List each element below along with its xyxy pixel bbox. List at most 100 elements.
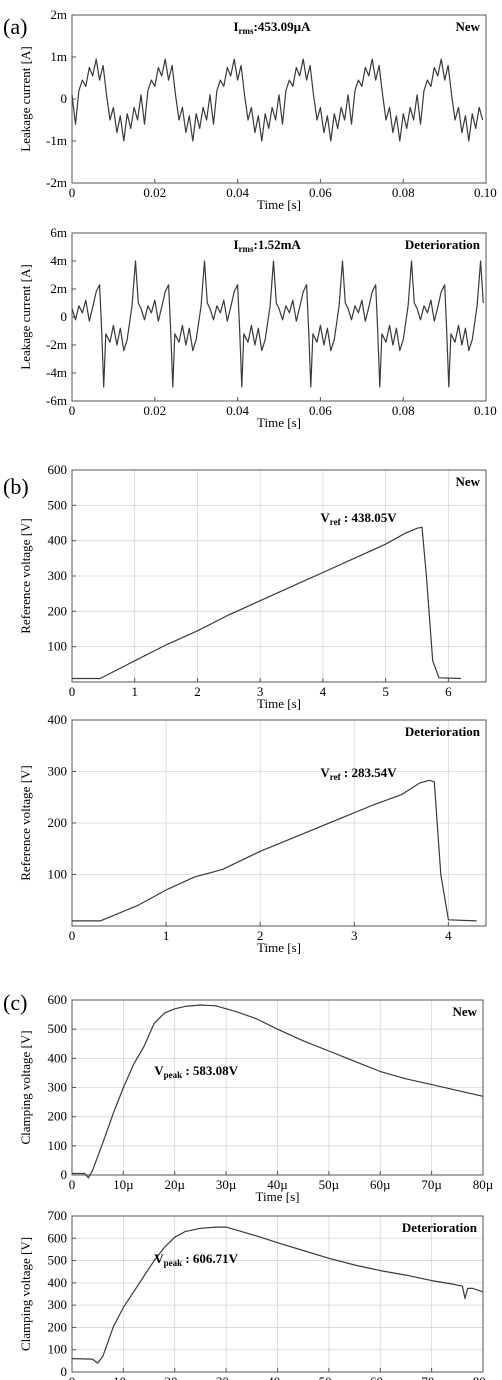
chart-c-det: 0 10µ 20µ 30µ 40µ 50µ 60µ 70µ 80µ 0 100 200 300 400 50… bbox=[18, 1208, 494, 1380]
x-tick-label: 0.08 bbox=[392, 185, 415, 200]
x-tick-label: 0 bbox=[69, 185, 76, 200]
y-axis-label: Leakage current [A] bbox=[18, 264, 33, 369]
y-tick-label: 300 bbox=[48, 1080, 68, 1095]
annotation-value: :1.52mA bbox=[254, 237, 302, 252]
y-tick-label: 100 bbox=[48, 1342, 68, 1357]
value-annotation: Vpeak : 583.08V bbox=[154, 1063, 238, 1080]
x-tick-label: 4 bbox=[445, 928, 452, 943]
x-tick-label: 80µ bbox=[473, 1374, 494, 1380]
x-tick-label: 10µ bbox=[113, 1374, 134, 1380]
x-tick-label: 0.10 bbox=[474, 403, 497, 418]
y-axis-label: Clamping voltage [V] bbox=[18, 1237, 33, 1351]
annotation-value: : 583.08V bbox=[182, 1063, 239, 1078]
y-axis-label: Reference voltage [V] bbox=[18, 765, 33, 881]
condition-tag: Deterioration bbox=[402, 1220, 478, 1235]
y-tick-label: 2m bbox=[50, 281, 67, 296]
series-line bbox=[72, 779, 477, 922]
x-tick-label: 50µ bbox=[319, 1374, 340, 1380]
annotation-symbol: I bbox=[233, 237, 238, 252]
y-axis-label: Leakage current [A] bbox=[18, 46, 33, 151]
x-tick-label: 3 bbox=[257, 684, 264, 699]
x-tick-label: 40µ bbox=[267, 1374, 288, 1380]
x-tick-label: 3 bbox=[351, 928, 358, 943]
y-tick-label: 6m bbox=[50, 225, 67, 240]
x-tick-label: 10µ bbox=[113, 1177, 134, 1192]
y-tick-label: 300 bbox=[48, 764, 68, 779]
annotation-subscript: rms bbox=[239, 244, 254, 254]
annotation-symbol: I bbox=[233, 19, 238, 34]
x-tick-label: 0 bbox=[69, 684, 76, 699]
annotation-symbol: V bbox=[154, 1251, 164, 1266]
x-tick-label: 0.06 bbox=[309, 403, 332, 418]
annotation-subscript: rms bbox=[239, 26, 254, 36]
x-tick-label: 80µ bbox=[473, 1177, 494, 1192]
chart-b-new: 0 1 2 3 4 5 6 100 200 300 400 500 600 Time [s] Referen… bbox=[18, 462, 487, 711]
y-tick-label: 200 bbox=[48, 1109, 68, 1124]
condition-tag: New bbox=[452, 1004, 477, 1019]
x-tick-label: 30µ bbox=[216, 1177, 237, 1192]
annotation-subscript: peak bbox=[164, 1070, 183, 1080]
annotation-symbol: V bbox=[320, 510, 330, 525]
y-tick-label: 400 bbox=[48, 712, 68, 727]
condition-tag: Deterioration bbox=[405, 237, 481, 252]
annotation-symbol: V bbox=[154, 1063, 164, 1078]
y-tick-label: 0 bbox=[61, 1364, 68, 1379]
x-axis-label: Time [s] bbox=[257, 197, 301, 212]
y-tick-label: 500 bbox=[48, 1253, 68, 1268]
condition-tag: Deterioration bbox=[405, 724, 481, 739]
x-tick-label: 50µ bbox=[319, 1177, 340, 1192]
chart-b-det: 0 1 2 3 4 100 200 300 400 Time [s] Reference volta… bbox=[18, 712, 487, 955]
y-tick-label: 0 bbox=[61, 91, 68, 106]
y-tick-label: 600 bbox=[48, 1230, 68, 1245]
y-tick-label: 100 bbox=[48, 1138, 68, 1153]
x-tick-label: 0 bbox=[69, 1374, 76, 1380]
x-tick-label: 0 bbox=[69, 1177, 76, 1192]
annotation-subscript: ref bbox=[330, 772, 342, 782]
y-tick-label: 2m bbox=[50, 7, 67, 22]
chart-a-new: 0 0.02 0.04 0.06 0.08 0.10 -2m -1m 0 1m 2m Time [s]… bbox=[18, 7, 497, 212]
x-tick-label: 1 bbox=[163, 928, 170, 943]
x-tick-label: 2 bbox=[257, 928, 264, 943]
annotation-value: :453.09µA bbox=[254, 19, 312, 34]
panel-label: (a) bbox=[3, 14, 27, 39]
y-tick-label: 400 bbox=[48, 1275, 68, 1290]
y-tick-label: 500 bbox=[48, 497, 68, 512]
y-tick-label: 600 bbox=[48, 462, 68, 477]
y-tick-label: 0 bbox=[61, 309, 68, 324]
x-tick-label: 60µ bbox=[370, 1177, 391, 1192]
annotation-symbol: V bbox=[320, 765, 330, 780]
x-axis-label: Time [s] bbox=[257, 415, 301, 430]
x-tick-label: 4 bbox=[320, 684, 327, 699]
x-tick-label: 0.10 bbox=[474, 185, 497, 200]
x-tick-label: 6 bbox=[445, 684, 452, 699]
y-tick-label: 400 bbox=[48, 1050, 68, 1065]
x-tick-label: 20µ bbox=[165, 1374, 186, 1380]
annotation-subscript: peak bbox=[164, 1258, 183, 1268]
value-annotation: Vref : 438.05V bbox=[320, 510, 397, 527]
x-tick-label: 0 bbox=[69, 928, 76, 943]
y-tick-label: 400 bbox=[48, 533, 68, 548]
y-tick-label: 100 bbox=[48, 867, 68, 882]
x-tick-label: 70µ bbox=[421, 1177, 442, 1192]
value-annotation: Irms:453.09µA bbox=[233, 19, 311, 36]
series-line bbox=[71, 1226, 484, 1364]
chart-a-det: 0 0.02 0.04 0.06 0.08 0.10 -6m -4m -2m 0 2m 4m 6m Tim… bbox=[18, 225, 497, 430]
x-tick-label: 0.04 bbox=[226, 185, 249, 200]
y-tick-label: 0 bbox=[61, 1167, 68, 1182]
panel-label: (b) bbox=[3, 474, 29, 499]
x-tick-label: 0.02 bbox=[143, 403, 166, 418]
annotation-value: : 438.05V bbox=[341, 510, 398, 525]
x-axis-label: Time [s] bbox=[257, 940, 301, 955]
x-tick-label: 30µ bbox=[216, 1374, 237, 1380]
y-tick-label: 500 bbox=[48, 1021, 68, 1036]
x-axis-label: Time [s] bbox=[256, 1189, 300, 1204]
y-tick-label: -6m bbox=[46, 393, 67, 408]
value-annotation: Irms:1.52mA bbox=[233, 237, 301, 254]
condition-tag: New bbox=[455, 19, 480, 34]
series-line bbox=[72, 1004, 484, 1179]
y-tick-label: -2m bbox=[46, 175, 67, 190]
y-tick-label: 200 bbox=[48, 815, 68, 830]
y-tick-label: 700 bbox=[48, 1208, 68, 1223]
x-tick-label: 1 bbox=[131, 684, 138, 699]
x-tick-label: 0.02 bbox=[143, 185, 166, 200]
